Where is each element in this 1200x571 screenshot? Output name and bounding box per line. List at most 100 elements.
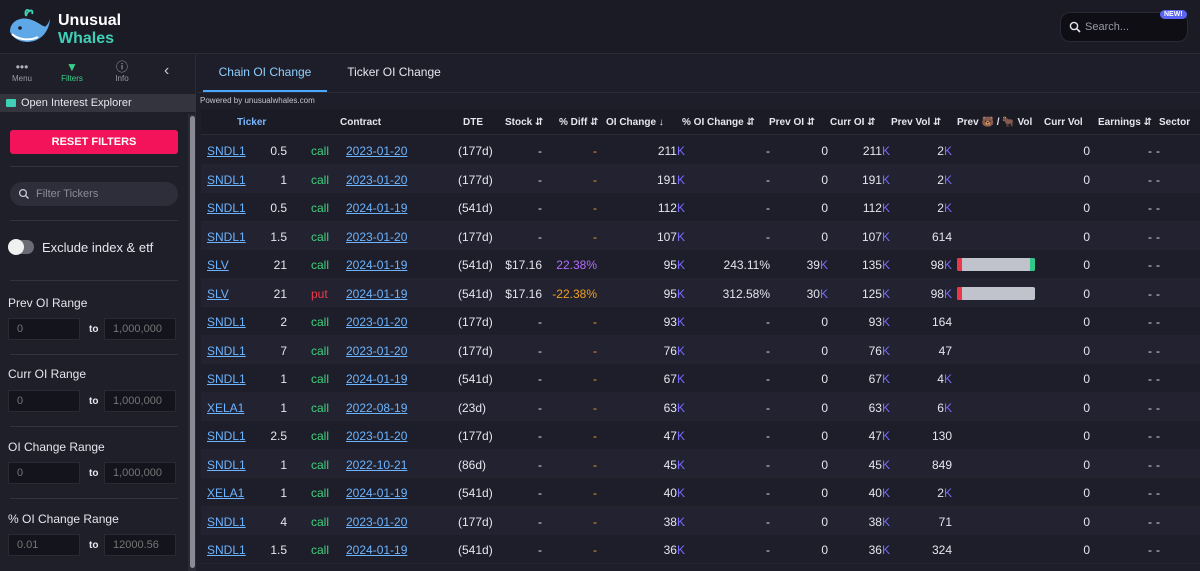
table-row[interactable]: SLV 21 put 2024-01-19 (541d) $17.16 -22.38% 95K… [201,278,1200,307]
tab-info[interactable]: ⓘ Info [102,60,142,90]
oi-change-max-input[interactable] [104,462,176,484]
pct-oi-change-max-input[interactable] [104,534,176,556]
expiry-link[interactable]: 2022-10-21 [346,457,408,472]
scrollbar-thumb[interactable] [190,116,195,568]
collapse-sidebar-icon[interactable]: ‹ [164,62,170,79]
col-pct-oi-change[interactable]: % OI Change ⇵ [682,117,755,128]
expiry-link[interactable]: 2023-01-20 [346,315,408,329]
expiry-link[interactable]: 2024-01-19 [346,543,408,557]
oi-change-min-input[interactable] [8,462,80,484]
prev-vol-value-value: 164 [931,315,952,329]
curr-oi-value-unit: K [881,229,890,244]
ticker-link[interactable]: SNDL1 [207,315,246,329]
table-row[interactable]: SNDL1 2.5 call 2023-01-20 (177d) - -47K -0 47K 13… [201,421,1200,450]
table-row[interactable]: SNDL1 7 call 2023-01-20 (177d) - -76K -0 76K 47 0-… [201,335,1200,364]
tab-ticker-oi-change[interactable]: Ticker OI Change [347,65,441,79]
col-contract[interactable]: Contract [340,117,382,128]
prev-vol-value-value: 2 [937,144,944,158]
expiry-link[interactable]: 2024-01-19 [346,258,408,272]
table-row[interactable]: SNDL1 1.5 call 2024-01-19 (541d) - -36K -0 36K 32… [201,535,1200,564]
expiry-link[interactable]: 2024-01-19 [346,201,408,215]
ticker-link[interactable]: SNDL1 [207,201,246,215]
expiry-link[interactable]: 2023-01-20 [346,229,408,244]
tab-menu[interactable]: ••• Menu [2,60,42,90]
sector-value: - [1156,286,1160,301]
expiry-link[interactable]: 2024-01-19 [346,286,408,301]
col-pct-diff[interactable]: % Diff ⇵ [559,117,599,128]
ticker-link[interactable]: SNDL1 [207,543,246,557]
expiry-link[interactable]: 2024-01-19 [346,372,408,386]
curr-oi-value-value: 211 [862,144,882,158]
filter-tickers-box[interactable] [10,182,178,206]
curr-oi-min-input[interactable] [8,390,80,412]
dte-value: (86d) [458,457,487,472]
table-row[interactable]: SLV 21 call 2024-01-19 (541d) $17.16 22.38% 95K… [201,250,1200,279]
search-input[interactable] [1085,18,1181,36]
col-prev-bear-bull-vol[interactable]: Prev 🐻 / 🐂 Vol [957,117,1033,128]
tab-chain-oi-change[interactable]: Chain OI Change [218,65,312,79]
prev-oi-value-value: 30 [806,286,820,301]
col-earnings[interactable]: Earnings ⇵ [1098,117,1152,128]
table-row[interactable]: SNDL1 2 call 2023-01-20 (177d) - -93K -0 93K 164 0… [201,307,1200,336]
curr-oi-max-input[interactable] [104,390,176,412]
curr-oi-value-unit: K [881,286,890,301]
table-row[interactable]: XELA1 1 call 2022-08-19 (23d) - -63K -0 63K 6K 0- - [201,392,1200,421]
ticker-link[interactable]: XELA1 [207,400,245,415]
ticker-link[interactable]: SNDL1 [207,514,246,529]
expiry-link[interactable]: 2023-01-20 [346,514,408,529]
table-row[interactable]: SNDL1 1.5 call 2023-01-20 (177d) - -107K -0 107K… [201,221,1200,250]
table-row[interactable]: SNDL1 4 call 2023-01-20 (177d) - -38K -0 38K 71 0-… [201,506,1200,535]
ticker-link[interactable]: SNDL1 [207,229,246,244]
sector-value: - [1156,144,1160,158]
table-row[interactable]: SNDL1 1 call 2023-01-20 (177d) - -191K -0 191K 2K… [201,164,1200,193]
prev-vol-value: 130 [932,429,952,443]
stock-price: $17.16 [505,258,542,272]
table-row[interactable]: XELA1 1 call 2024-01-19 (541d) - -40K -0 40K 2K 0-… [201,478,1200,507]
expiry-link[interactable]: 2023-01-20 [346,343,408,358]
filter-tickers-input[interactable] [36,186,172,202]
expiry-link[interactable]: 2023-01-20 [346,172,408,187]
col-stock[interactable]: Stock ⇵ [505,117,544,128]
strike-value: 4 [280,514,287,529]
table-row[interactable]: SNDL1 0.5 call 2023-01-20 (177d) - -211K -0 211K… [201,136,1200,165]
ticker-link[interactable]: SLV [207,258,229,272]
exclude-index-toggle[interactable] [8,239,34,255]
prev-oi-max-input[interactable] [104,318,176,340]
expiry-link[interactable]: 2023-01-20 [346,429,408,443]
col-oi-change[interactable]: OI Change ↓ [606,117,664,128]
col-dte[interactable]: DTE [463,117,483,128]
ticker-link[interactable]: SNDL1 [207,429,246,443]
table-row[interactable]: SNDL1 1 call 2024-01-19 (541d) - -67K -0 67K 4K 0-… [201,364,1200,393]
tab-filters[interactable]: ▼ Filters [52,60,92,90]
table-row[interactable]: SNDL1 1 call 2022-10-21 (86d) - -45K -0 45K 849 0-… [201,449,1200,478]
curr-oi-value: 63K [869,401,890,415]
expiry-link[interactable]: 2024-01-19 [346,486,408,500]
brand-logo[interactable]: Unusual Whales [6,6,126,50]
oi-change-value: 93K [664,315,685,329]
table-row[interactable]: SNDL1 0.5 call 2024-01-19 (541d) - -112K -0 112K… [201,193,1200,222]
col-ticker[interactable]: Ticker [237,117,267,128]
expiry-link[interactable]: 2022-08-19 [346,400,408,415]
pct-oi-change-min-input[interactable] [8,534,80,556]
stock-price: $17.16 [505,286,542,301]
col-prev-vol[interactable]: Prev Vol ⇵ [891,117,942,128]
ticker-link[interactable]: SLV [207,286,229,301]
prev-oi-value: 0 [821,543,828,557]
col-curr-vol[interactable]: Curr Vol [1044,117,1083,128]
ticker-link[interactable]: SNDL1 [207,457,246,472]
col-sector[interactable]: Sector [1159,117,1191,128]
col-prev-oi[interactable]: Prev OI ⇵ [769,117,816,128]
reset-filters-button[interactable]: RESET FILTERS [10,130,178,154]
ticker-link[interactable]: SNDL1 [207,372,246,386]
prev-vol-value: 2K [937,486,952,500]
ticker-link[interactable]: SNDL1 [207,144,246,158]
expiry-link[interactable]: 2023-01-20 [346,144,408,158]
ticker-link[interactable]: SNDL1 [207,172,246,187]
prev-oi-min-input[interactable] [8,318,80,340]
col-curr-oi[interactable]: Curr OI ⇵ [830,117,876,128]
curr-oi-value-value: 76 [868,343,882,358]
ticker-link[interactable]: XELA1 [207,486,245,500]
pct-oi-change-value: - [766,543,770,557]
prev-oi-value-value: 0 [821,457,828,472]
ticker-link[interactable]: SNDL1 [207,343,246,358]
